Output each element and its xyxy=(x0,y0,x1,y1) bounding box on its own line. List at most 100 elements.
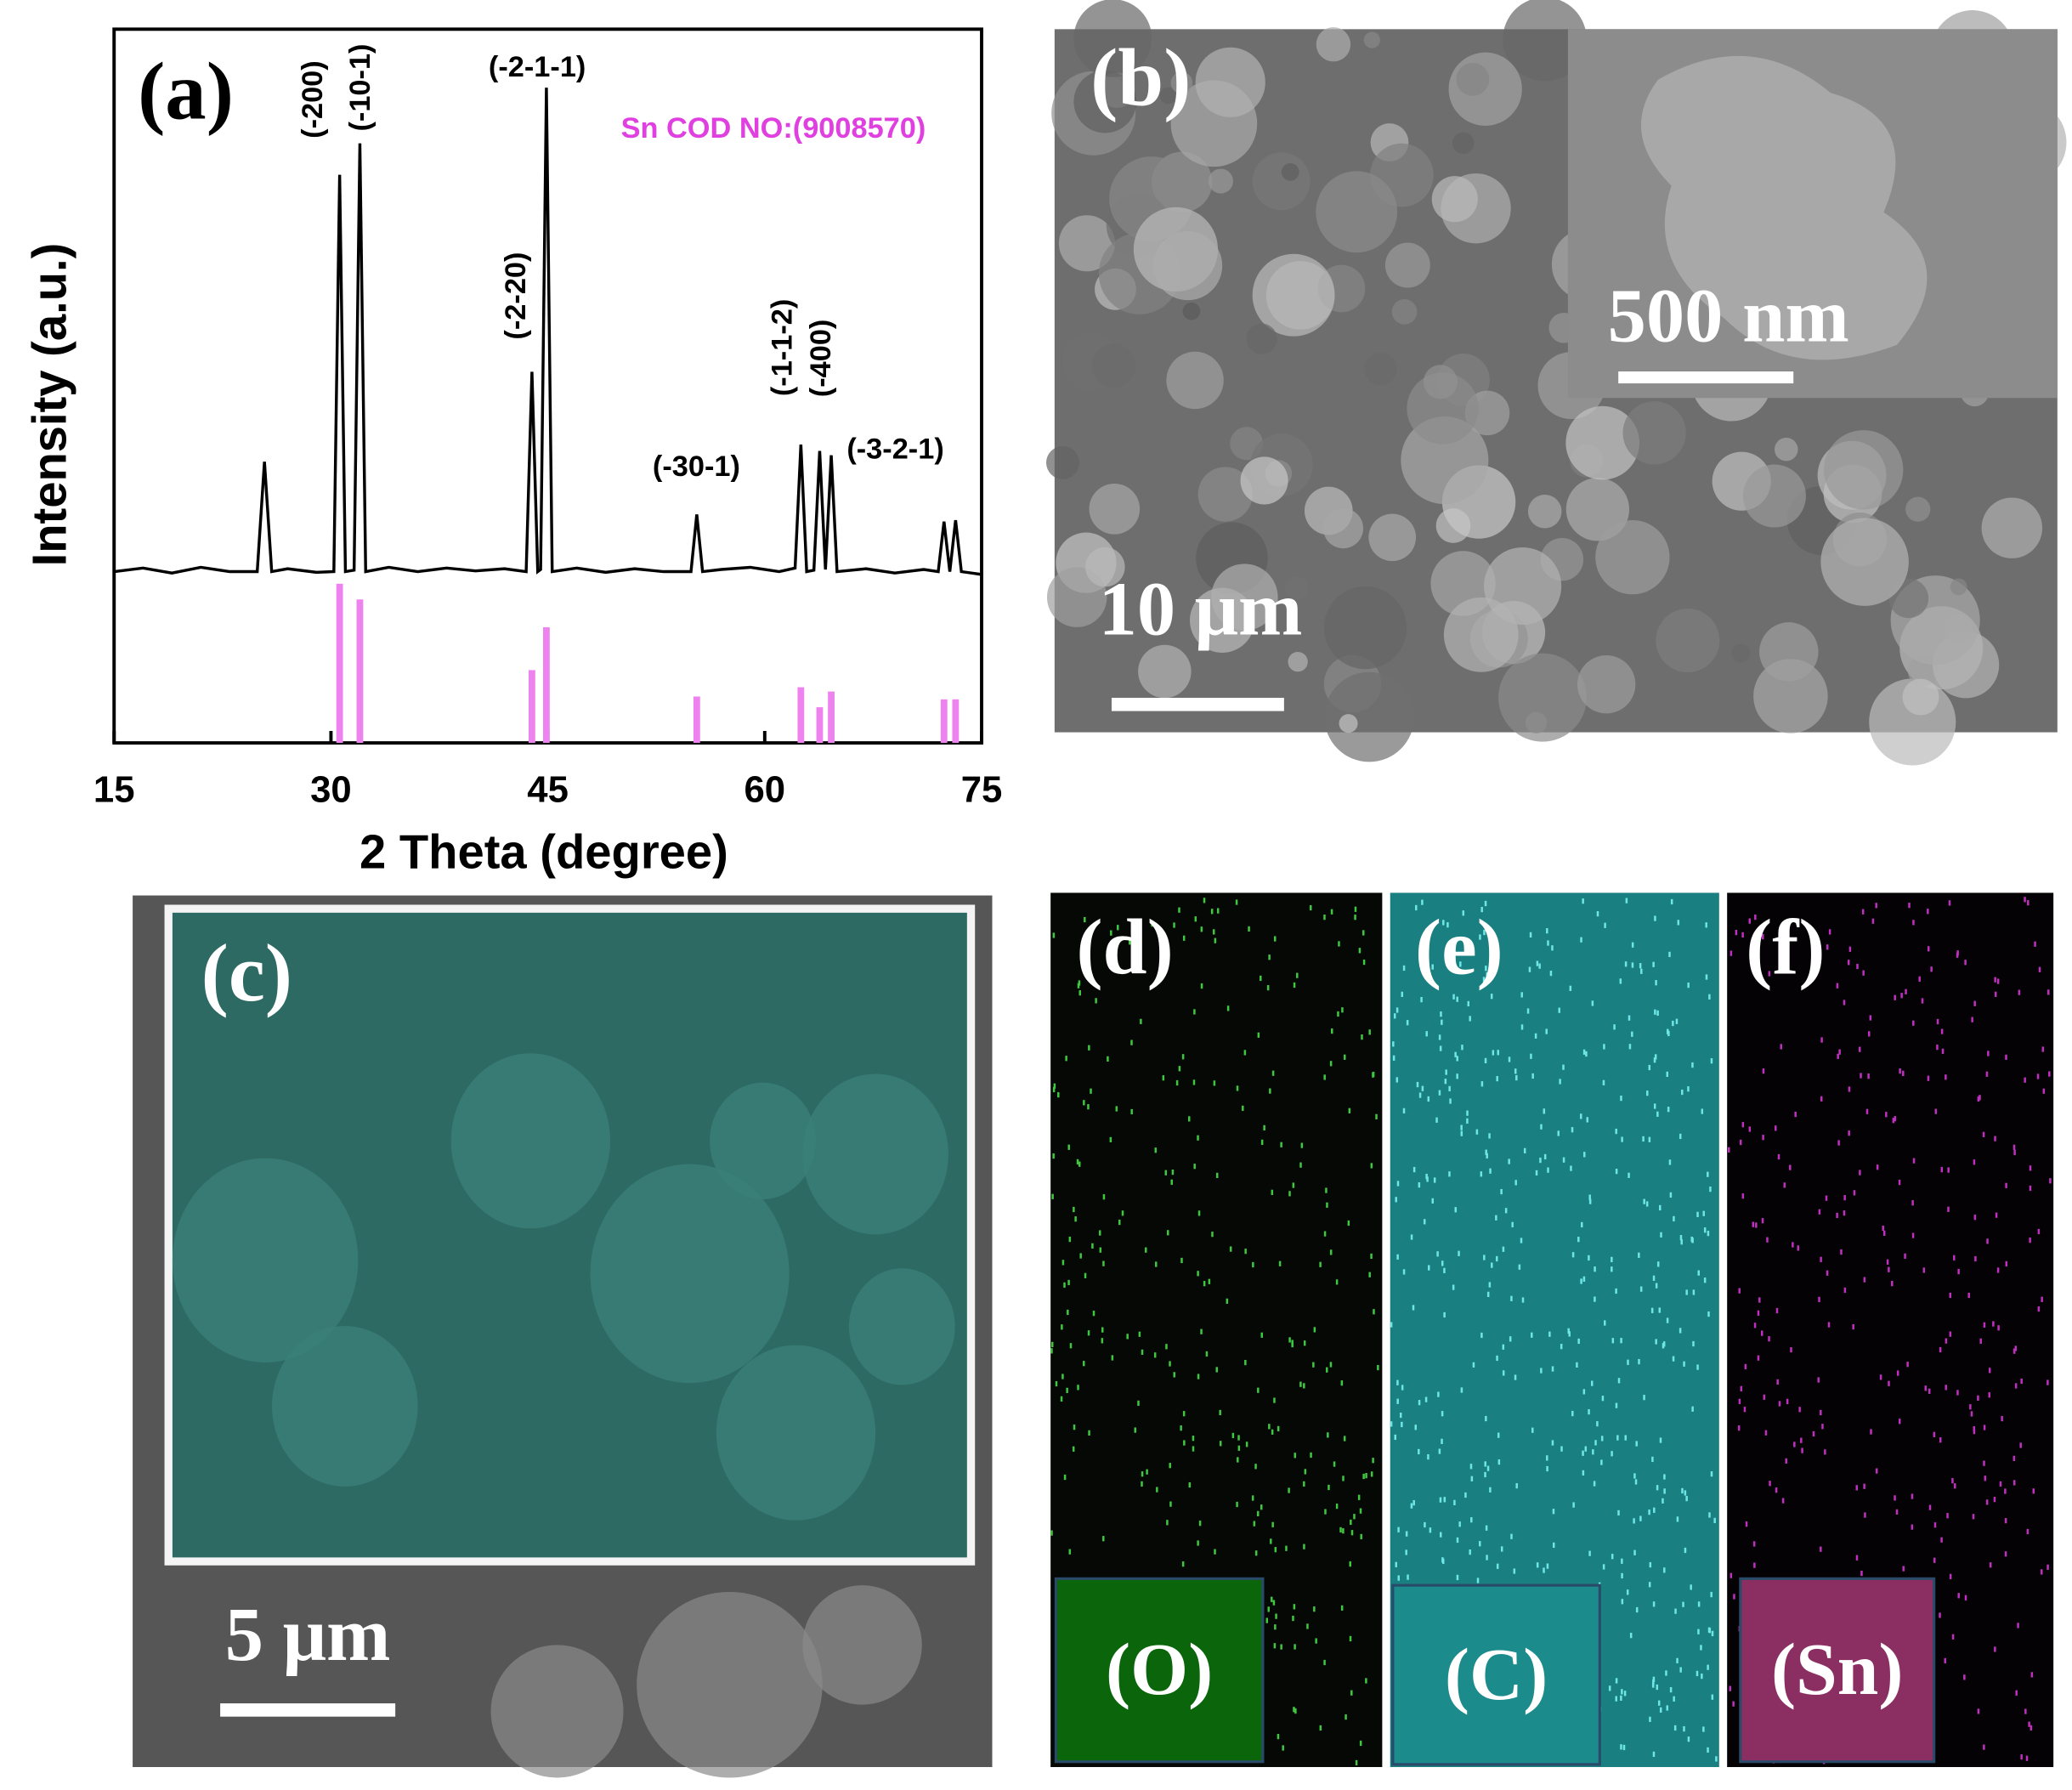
map-dot xyxy=(1407,1574,1409,1580)
map-dot xyxy=(1793,1442,1796,1447)
map-dot xyxy=(1621,1572,1623,1579)
map-dot xyxy=(1078,1161,1081,1167)
map-dot xyxy=(1934,1108,1938,1114)
map-dot xyxy=(1488,1133,1491,1139)
map-dot xyxy=(1715,1756,1718,1762)
map-dot xyxy=(1540,1124,1543,1130)
map-dot xyxy=(1710,1058,1713,1064)
map-dot xyxy=(1375,1113,1378,1119)
scale-bar xyxy=(220,1703,396,1717)
map-dot xyxy=(1278,1260,1282,1266)
map-dot xyxy=(2017,1623,2019,1629)
map-dot xyxy=(1418,1400,1421,1406)
map-dot xyxy=(2004,1488,2007,1494)
map-dot xyxy=(1373,1309,1375,1315)
map-dot xyxy=(1602,1564,1605,1570)
map-dot xyxy=(1707,1230,1710,1237)
map-dot xyxy=(1312,1362,1315,1368)
sem-particle xyxy=(1565,478,1630,541)
map-dot xyxy=(1476,1578,1480,1583)
map-dot xyxy=(1654,1009,1656,1015)
map-dot xyxy=(1858,1046,1861,1052)
map-dot xyxy=(1329,1061,1333,1067)
map-dot xyxy=(1620,1744,1622,1750)
scale-bar-label: 500 nm xyxy=(1608,273,1849,359)
map-dot xyxy=(1634,1479,1638,1485)
map-dot xyxy=(1083,1361,1085,1367)
map-dot xyxy=(2013,1348,2016,1354)
map-dot xyxy=(1677,920,1680,926)
map-dot xyxy=(1188,1481,1192,1488)
element-box xyxy=(1054,1577,1265,1764)
map-dot xyxy=(1480,1081,1484,1087)
map-dot xyxy=(1167,1230,1169,1236)
map-dot xyxy=(1621,1136,1623,1142)
map-dot xyxy=(1582,1450,1584,1456)
map-dot xyxy=(1510,1295,1513,1301)
map-dot xyxy=(1656,1111,1659,1117)
map-dot xyxy=(1638,1358,1640,1365)
map-dot xyxy=(1988,1368,1991,1374)
map-dot xyxy=(1615,1169,1618,1175)
reference-stick xyxy=(816,707,824,744)
map-dot xyxy=(1216,908,1220,914)
map-dot xyxy=(1475,1129,1479,1135)
map-dot xyxy=(2030,1672,2034,1678)
map-dot xyxy=(1836,1212,1838,1219)
map-dot xyxy=(1640,968,1643,974)
map-dot xyxy=(1340,1605,1344,1611)
map-dot xyxy=(1197,1540,1199,1546)
map-dot xyxy=(1639,1515,1642,1521)
map-dot xyxy=(1552,1509,1555,1515)
map-dot xyxy=(1339,1527,1342,1533)
map-dot xyxy=(1329,1249,1333,1255)
map-dot xyxy=(1911,1200,1914,1206)
map-dot xyxy=(1797,1245,1800,1251)
map-dot xyxy=(1656,1485,1659,1491)
map-dot xyxy=(1151,920,1153,927)
map-dot xyxy=(1277,1733,1280,1740)
map-dot xyxy=(1412,1305,1415,1311)
map-dot xyxy=(1594,1440,1597,1446)
sem-particle xyxy=(1452,132,1475,155)
map-dot xyxy=(1741,932,1744,938)
map-dot xyxy=(1666,1071,1669,1078)
map-dot xyxy=(1629,1633,1633,1639)
map-dot xyxy=(1405,1549,1407,1555)
map-dot xyxy=(1964,1595,1967,1600)
sem-particle xyxy=(1085,547,1125,587)
legend-entry: Sn COD NO:(9008570) xyxy=(621,112,926,144)
map-dot xyxy=(1098,1230,1101,1236)
map-dot xyxy=(1436,1251,1439,1257)
map-dot xyxy=(1418,1092,1422,1098)
map-dot xyxy=(1333,1461,1336,1467)
map-dot xyxy=(1652,1275,1656,1281)
map-dot xyxy=(1483,929,1486,936)
map-dot xyxy=(1170,1179,1173,1185)
map-dot xyxy=(1359,1508,1362,1514)
map-dot xyxy=(1687,1086,1690,1092)
sem-particle xyxy=(1252,152,1311,211)
map-dot xyxy=(2005,1182,2007,1188)
sem-particle xyxy=(1423,365,1458,399)
map-dot xyxy=(1875,903,1877,909)
map-dot xyxy=(1789,1164,1792,1170)
map-dot xyxy=(1729,1685,1732,1691)
map-dot xyxy=(1947,1167,1950,1173)
map-dot xyxy=(1652,1680,1655,1685)
map-dot xyxy=(1315,1638,1317,1644)
map-dot xyxy=(1775,1487,1778,1493)
map-dot xyxy=(1549,971,1553,977)
map-dot xyxy=(1531,1427,1534,1433)
map-dot xyxy=(1416,1081,1419,1088)
reference-stick xyxy=(356,599,364,744)
panel-label: (b) xyxy=(1090,32,1191,123)
map-dot xyxy=(1074,1216,1077,1222)
peak-annotation: (-10-1) xyxy=(344,44,376,132)
map-dot xyxy=(1596,1421,1599,1427)
map-dot xyxy=(1254,1464,1257,1470)
map-dot xyxy=(1572,1502,1575,1508)
map-dot xyxy=(1963,1674,1966,1680)
map-dot xyxy=(1709,1187,1712,1192)
map-dot xyxy=(1458,1521,1461,1527)
